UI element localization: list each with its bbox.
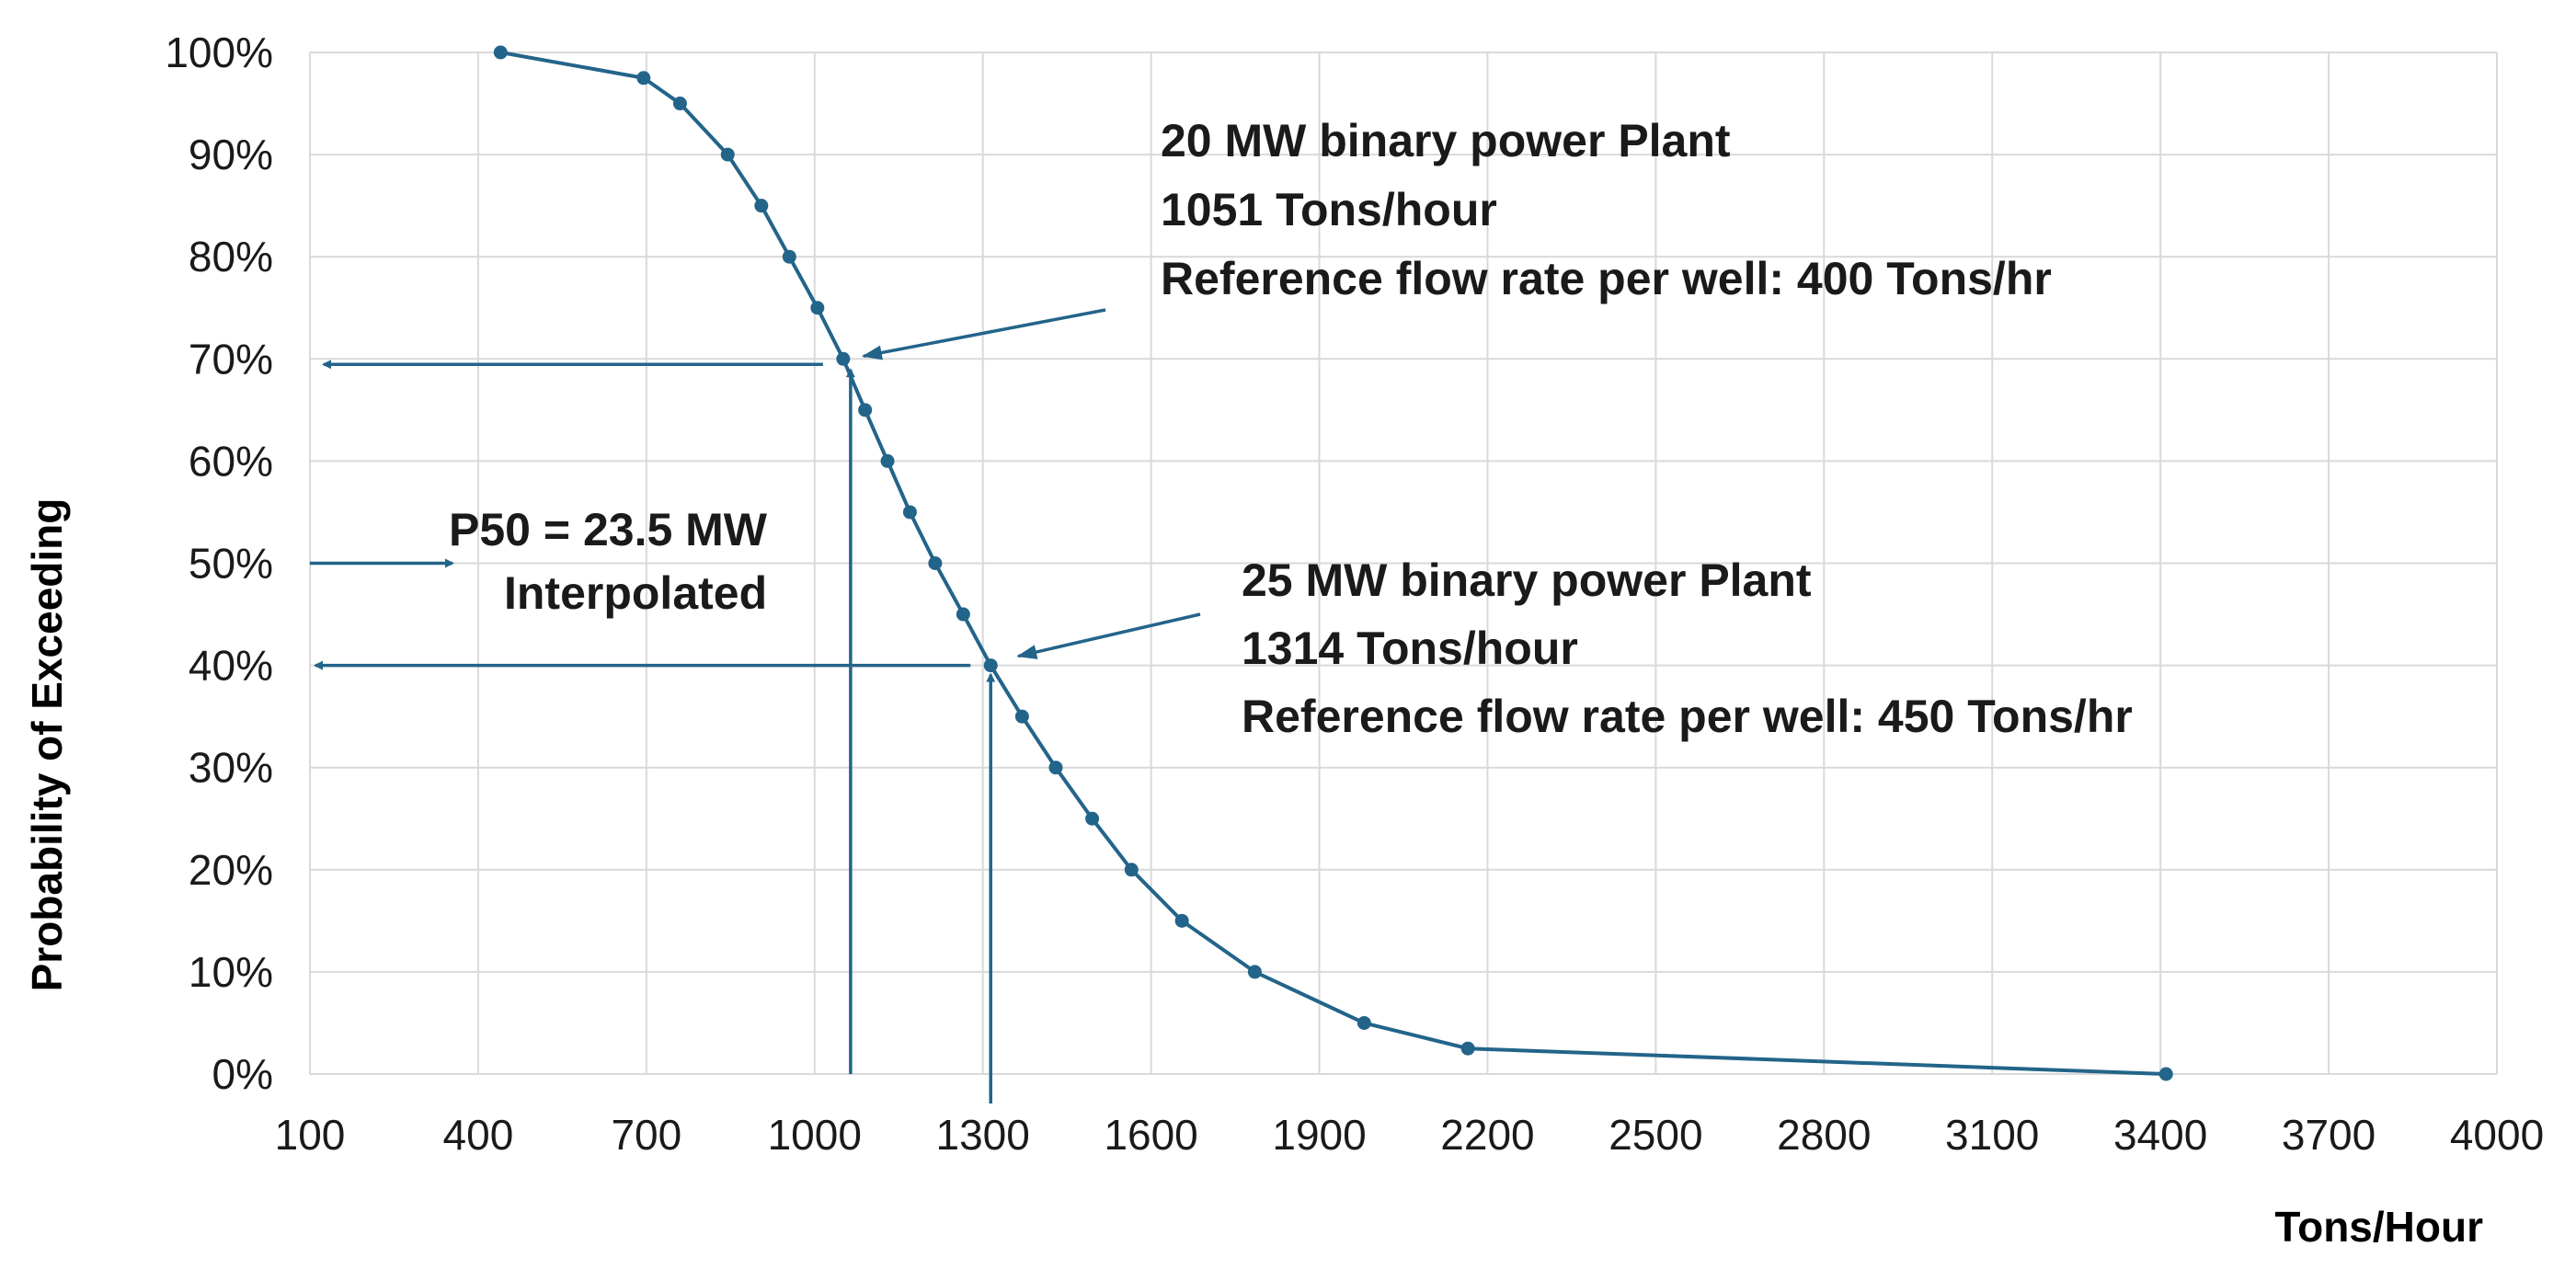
callout-arrow-25mw: [1016, 612, 1201, 659]
x-tick-label-1300: 1300: [936, 1111, 1030, 1159]
annotation-25mw-line-3: Reference flow rate per well: 450 Tons/h…: [1242, 691, 2133, 742]
y-axis-title: Probability of Exceeding: [23, 498, 71, 992]
y-tick-label-50: 50%: [189, 540, 273, 588]
annotation-20mw-line-1: 20 MW binary power Plant: [1161, 115, 1731, 166]
y-tick-label-40: 40%: [189, 642, 273, 690]
y-tick-label-60: 60%: [189, 437, 273, 485]
annotation-25mw-line-1: 25 MW binary power Plant: [1242, 554, 1812, 606]
y-tick-label-30: 30%: [189, 744, 273, 792]
y-tick-label-20: 20%: [189, 846, 273, 894]
series: [493, 45, 2173, 1081]
annotation-p50-line-1: P50 = 23.5 MW: [449, 504, 768, 555]
y-tick-label-10: 10%: [189, 948, 273, 996]
annotation-25mw-line-2: 1314 Tons/hour: [1242, 623, 1578, 674]
y-tick-label-80: 80%: [189, 233, 273, 280]
data-point-1785-10: [1247, 965, 1262, 979]
data-point-1130-60: [880, 453, 895, 468]
annotations: 20 MW binary power Plant 1051 Tons/hour …: [449, 115, 2133, 742]
x-tick-label-1900: 1900: [1272, 1111, 1366, 1159]
data-point-1215-50: [928, 556, 943, 570]
y-tick-label-0: 0%: [212, 1050, 273, 1098]
data-point-3410-0: [2158, 1067, 2173, 1081]
y-tick-label-90: 90%: [189, 131, 273, 178]
data-point-1090-65: [858, 403, 873, 417]
callout-arrow-20mw: [861, 308, 1106, 360]
data-point-845-90: [720, 147, 735, 162]
y-tick-label-100: 100%: [165, 29, 273, 76]
x-tick-label-3100: 3100: [1945, 1111, 2039, 1159]
data-point-1370-35: [1014, 709, 1029, 724]
y-tick-label-70: 70%: [189, 335, 273, 383]
data-point-695-97.5: [636, 71, 651, 86]
x-tick-label-2500: 2500: [1609, 1111, 1702, 1159]
data-point-1980-5: [1357, 1015, 1371, 1030]
x-tick-label-3700: 3700: [2282, 1111, 2376, 1159]
data-point-1495-25: [1085, 811, 1100, 826]
data-point-440-100: [493, 45, 508, 60]
data-point-1170-55: [902, 505, 917, 520]
x-tick-label-1000: 1000: [768, 1111, 862, 1159]
x-tick-label-2800: 2800: [1777, 1111, 1871, 1159]
data-point-955-80: [782, 249, 796, 264]
x-tick-label-400: 400: [443, 1111, 514, 1159]
x-tick-label-2200: 2200: [1440, 1111, 1534, 1159]
x-tick-label-100: 100: [275, 1111, 346, 1159]
x-tick-label-3400: 3400: [2113, 1111, 2207, 1159]
x-tick-label-700: 700: [611, 1111, 681, 1159]
data-point-1005-75: [810, 301, 825, 315]
guide-arrows: [310, 308, 1201, 1103]
data-point-1314-40: [983, 658, 998, 673]
axis-tick-labels: 0% 10% 20% 30% 40% 50% 60% 70% 80% 90% 100% 100 400 7…: [165, 29, 2544, 1159]
x-axis-title: Tons/Hour: [2274, 1203, 2483, 1251]
x-tick-label-1600: 1600: [1104, 1111, 1197, 1159]
data-point-2165-2.5: [1460, 1041, 1475, 1056]
annotation-20mw-line-2: 1051 Tons/hour: [1161, 184, 1497, 235]
annotation-20mw-line-3: Reference flow rate per well: 400 Tons/h…: [1161, 253, 2052, 304]
data-point-1430-30: [1048, 760, 1063, 775]
annotation-p50-line-2: Interpolated: [504, 567, 767, 619]
data-point-1265-45: [956, 607, 970, 622]
data-point-1565-20: [1124, 863, 1139, 877]
grid: [309, 51, 2498, 1075]
data-point-905-85: [754, 199, 769, 213]
data-point-1655-15: [1174, 913, 1189, 928]
data-point-760-95: [672, 97, 687, 111]
x-tick-label-4000: 4000: [2450, 1111, 2544, 1159]
data-point-1051-70: [836, 351, 851, 366]
